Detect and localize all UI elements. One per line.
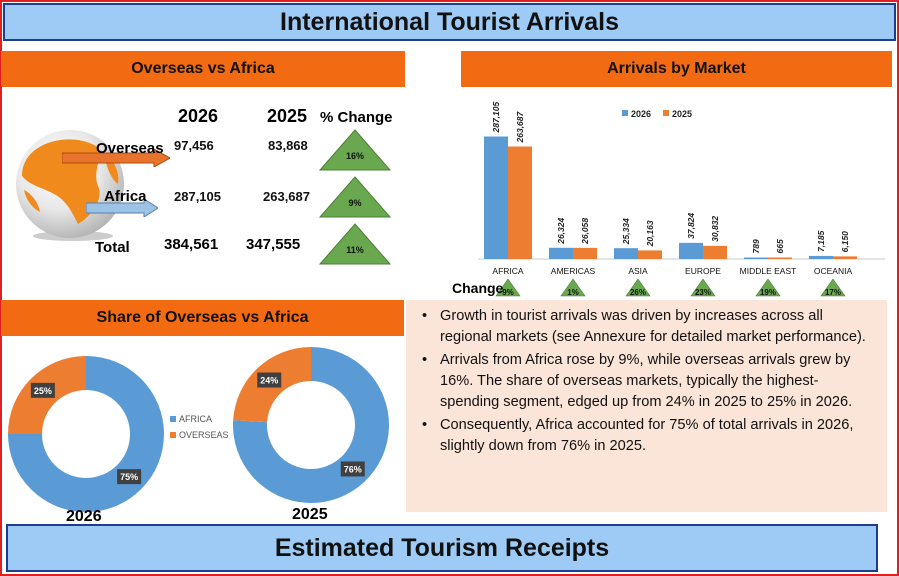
- legend-label-africa: AFRICA: [179, 414, 213, 424]
- bar-europe-2026: [679, 242, 703, 259]
- overseas-arrow-icon: [62, 149, 170, 167]
- legend-label: 2026: [631, 109, 651, 119]
- legend-swatch-africa: [170, 416, 176, 422]
- page-title: International Tourist Arrivals: [3, 3, 896, 41]
- bar-americas-2026: [549, 247, 573, 259]
- bar-middle-east-2025: [768, 257, 792, 259]
- commentary-bullet: Arrivals from Africa rose by 9%, while o…: [420, 350, 873, 413]
- donut-chart-2025: 76% 24%: [233, 347, 389, 503]
- overseas-change-value: 16%: [346, 151, 364, 161]
- legend-item-overseas: OVERSEAS: [170, 430, 229, 440]
- bar-oceania-2026: [809, 255, 833, 259]
- commentary-bullet: Consequently, Africa accounted for 75% o…: [420, 415, 873, 457]
- change-triangle: [820, 278, 846, 297]
- change-value: 1%: [567, 288, 579, 297]
- total-2026-value: 384,561: [164, 236, 219, 253]
- col-header-change: % Change: [320, 109, 393, 126]
- row-label-overseas: Overseas: [96, 140, 164, 157]
- data-label: 26,058: [580, 218, 590, 245]
- data-label: 789: [751, 239, 761, 253]
- slice-label: 24%: [260, 376, 278, 386]
- overseas-2025-value: 83,868: [268, 138, 308, 153]
- total-change-value: 11%: [346, 245, 364, 255]
- data-label: 30,832: [710, 216, 720, 242]
- legend-swatch: [663, 110, 669, 116]
- change-triangle: [625, 278, 651, 297]
- legend-label-overseas: OVERSEAS: [179, 430, 229, 440]
- slice-label-bg: [340, 461, 365, 477]
- data-label: 263,687: [515, 110, 525, 143]
- bar-americas-2025: [573, 247, 597, 259]
- donut-2025-year: 2025: [292, 506, 328, 523]
- data-label: 665: [775, 239, 785, 253]
- slice-label: 76%: [344, 464, 362, 474]
- footer-title: Estimated Tourism Receipts: [6, 524, 878, 572]
- change-triangle: [495, 278, 521, 297]
- donut-2026-year: 2026: [66, 508, 102, 525]
- commentary-list: Growth in tourist arrivals was driven by…: [406, 300, 887, 457]
- total-change-triangle: 11%: [318, 223, 392, 265]
- data-label: 20,163: [645, 220, 655, 247]
- change-triangle: [755, 278, 781, 297]
- change-value: 17%: [825, 288, 841, 297]
- arrivals-by-market-chart: 287,105 263,687 AFRICA 9% 26,324 26,058 AMERIC…: [478, 102, 885, 297]
- bar-oceania-2025: [833, 256, 857, 259]
- row-label-africa: Africa: [104, 188, 147, 205]
- data-label: 7,185: [816, 230, 826, 252]
- arrivals-by-market-header: Arrivals by Market: [461, 51, 892, 87]
- africa-arrow-icon: [86, 199, 158, 217]
- slice-label-bg: [117, 469, 142, 485]
- bar-asia-2026: [614, 248, 638, 259]
- bar-africa-2026: [484, 136, 508, 259]
- col-header-2025: 2025: [267, 106, 308, 126]
- overseas-2026-value: 97,456: [174, 138, 214, 153]
- africa-2025-value: 263,687: [263, 189, 310, 204]
- data-label: 25,334: [621, 218, 631, 245]
- donut-legend: AFRICA OVERSEAS: [170, 414, 229, 440]
- data-label: 26,324: [556, 217, 566, 244]
- change-triangle: [690, 278, 716, 297]
- category-label: AMERICAS: [551, 266, 596, 276]
- change-triangle: [560, 278, 586, 297]
- data-label: 287,105: [491, 102, 501, 134]
- category-label: AFRICA: [492, 266, 524, 276]
- col-header-2026: 2026: [178, 106, 219, 126]
- change-value: 26%: [630, 288, 646, 297]
- slice-label-bg: [30, 382, 55, 398]
- commentary-panel: Growth in tourist arrivals was driven by…: [406, 300, 887, 512]
- bar-africa-2025: [508, 146, 532, 259]
- row-label-total: Total: [95, 239, 130, 256]
- data-label: 37,824: [686, 213, 696, 239]
- category-label: ASIA: [628, 266, 648, 276]
- overseas-vs-africa-header: Overseas vs Africa: [1, 51, 405, 87]
- change-value: 23%: [695, 288, 711, 297]
- legend-swatch-overseas: [170, 432, 176, 438]
- bar-europe-2025: [703, 245, 727, 259]
- legend-label: 2025: [672, 109, 692, 119]
- change-value: 9%: [502, 288, 514, 297]
- category-label: EUROPE: [685, 266, 721, 276]
- bar-middle-east-2026: [744, 257, 768, 259]
- slice-label: 75%: [120, 472, 138, 482]
- commentary-bullet: Growth in tourist arrivals was driven by…: [420, 306, 873, 348]
- slice-label: 25%: [34, 386, 52, 396]
- category-label: MIDDLE EAST: [740, 266, 797, 276]
- africa-change-value: 9%: [348, 198, 361, 208]
- africa-change-triangle: 9%: [318, 176, 392, 218]
- africa-2026-value: 287,105: [174, 189, 221, 204]
- category-label: OCEANIA: [814, 266, 853, 276]
- data-label: 6,150: [840, 231, 850, 253]
- share-header: Share of Overseas vs Africa: [1, 300, 404, 336]
- total-2025-value: 347,555: [246, 236, 301, 253]
- donut-chart-2026: 75% 25%: [8, 356, 164, 512]
- change-row-label: Change: [452, 280, 504, 296]
- overseas-change-triangle: 16%: [318, 129, 392, 171]
- legend-swatch: [622, 110, 628, 116]
- legend-item-africa: AFRICA: [170, 414, 229, 424]
- slice-label-bg: [257, 372, 282, 388]
- bar-asia-2025: [638, 250, 662, 259]
- change-value: 19%: [760, 288, 776, 297]
